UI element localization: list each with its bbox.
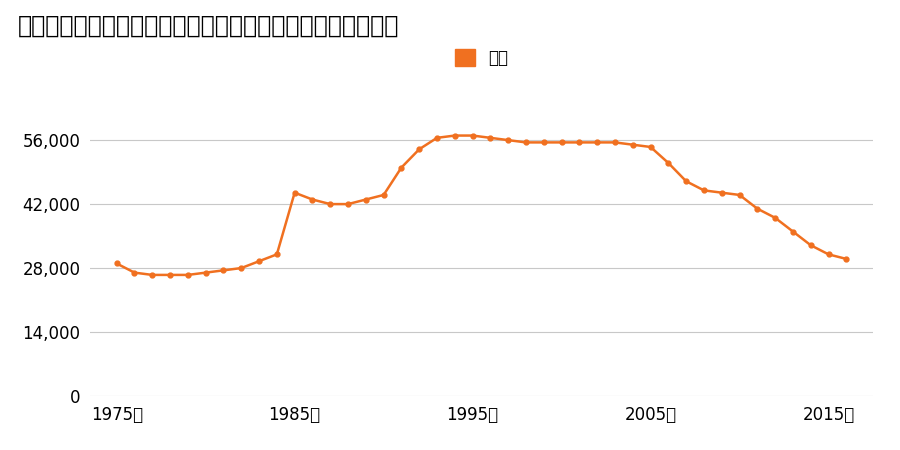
Text: 広島県福山市赤坂町大字赤坂字正明寺１２５２番の地価推移: 広島県福山市赤坂町大字赤坂字正明寺１２５２番の地価推移: [18, 14, 400, 37]
Legend: 価格: 価格: [448, 42, 515, 73]
